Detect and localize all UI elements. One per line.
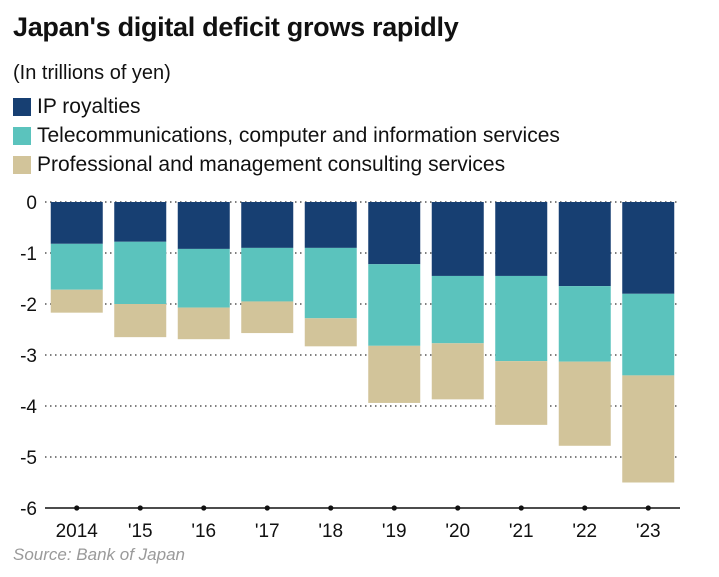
x-tick-label: '17: [255, 521, 280, 542]
bar-segment: [50, 202, 103, 244]
bar-segment: [50, 243, 103, 290]
x-tick-dot: [264, 505, 270, 511]
y-tick-label: -5: [20, 448, 37, 469]
legend-item-consulting: Professional and management consulting s…: [13, 150, 560, 179]
bar-segment: [114, 202, 167, 242]
x-tick-dot: [391, 505, 397, 511]
y-tick-label: -6: [20, 499, 37, 520]
x-tick-label: '19: [382, 521, 407, 542]
bar-segment: [495, 275, 548, 362]
bar-segment: [495, 361, 548, 425]
bar-segment: [368, 345, 421, 403]
x-tick-label: 2014: [56, 521, 99, 542]
x-tick-label: '23: [636, 521, 661, 542]
x-tick-dot: [201, 505, 207, 511]
bar-segment: [622, 293, 675, 376]
x-tick-label: '22: [572, 521, 597, 542]
bar-segment: [177, 307, 230, 340]
bar-segment: [368, 202, 421, 265]
x-tick-dot: [455, 505, 461, 511]
legend-swatch-ip-royalties: [13, 97, 31, 116]
x-tick-dot: [328, 505, 334, 511]
source-note: Source: Bank of Japan: [13, 545, 186, 564]
x-tick-dot: [137, 505, 143, 511]
x-tick-label: '18: [318, 521, 343, 542]
y-tick-label: -2: [20, 295, 37, 316]
bar-segment: [114, 304, 167, 338]
legend-label-ip-royalties: IP royalties: [37, 94, 141, 118]
bar-segment: [368, 264, 421, 346]
bar-segment: [304, 202, 357, 248]
x-tick-dot: [518, 505, 524, 511]
bar-segment: [495, 202, 548, 276]
stacked-bar-chart: 0 -1 -2 -3 -4 -5 -6 2014 '15 '16 '17 '18 '19 '20 '21 '2…: [20, 193, 680, 542]
legend-label-telecom: Telecommunications, computer and informa…: [37, 123, 560, 147]
legend-label-consulting: Professional and management consulting s…: [37, 152, 506, 176]
bar-segment: [431, 202, 484, 276]
bar-segment: [558, 202, 611, 287]
legend-item-telecom: Telecommunications, computer and informa…: [13, 121, 560, 150]
bar-segment: [241, 247, 294, 302]
bar-segment: [114, 241, 167, 304]
y-tick-label: 0: [26, 193, 37, 214]
bar-segment: [241, 202, 294, 248]
x-tick-label: '21: [509, 521, 534, 542]
x-tick-label: '20: [445, 521, 470, 542]
bar-segment: [622, 202, 675, 294]
y-tick-label: -3: [20, 346, 37, 367]
legend-swatch-consulting: [13, 155, 31, 174]
x-tick-label: '15: [128, 521, 153, 542]
bar-segment: [241, 301, 294, 334]
bar-segment: [622, 375, 675, 483]
bar-segment: [177, 248, 230, 308]
chart-subtitle: (In trillions of yen): [13, 62, 171, 84]
y-tick-label: -4: [20, 397, 37, 418]
bar-segment: [304, 318, 357, 347]
bar-segment: [177, 202, 230, 249]
x-tick-label: '16: [191, 521, 216, 542]
bar-segment: [558, 286, 611, 362]
bar-segment: [431, 343, 484, 400]
y-tick-label: -1: [20, 244, 37, 265]
legend-swatch-telecom: [13, 126, 31, 145]
bar-segment: [50, 289, 103, 313]
x-tick-dot: [582, 505, 588, 511]
x-tick-dot: [645, 505, 651, 511]
legend-item-ip-royalties: IP royalties: [13, 92, 560, 121]
x-tick-dot: [74, 505, 80, 511]
bar-segment: [558, 361, 611, 446]
chart-title: Japan's digital deficit grows rapidly: [13, 12, 459, 42]
bar-segment: [431, 275, 484, 344]
bar-segment: [304, 247, 357, 319]
legend: IP royalties Telecommunications, compute…: [13, 92, 560, 179]
